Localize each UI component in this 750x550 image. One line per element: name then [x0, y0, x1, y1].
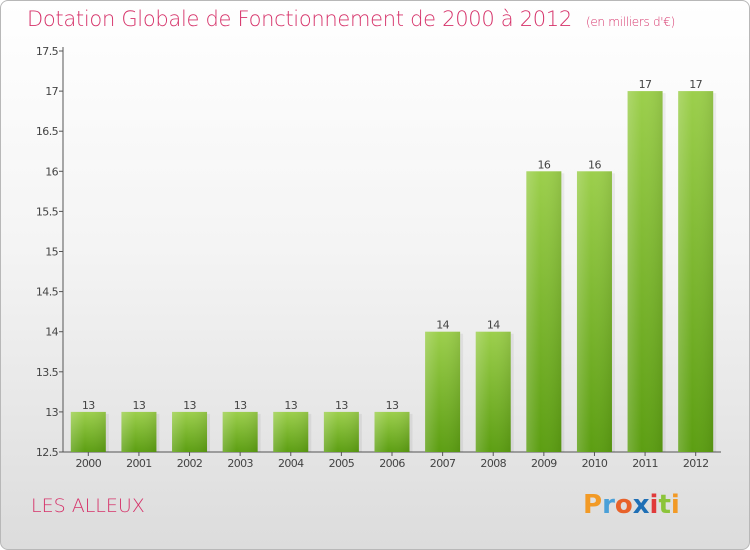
bar-value-label: 13 [82, 399, 95, 412]
chart-unit: (en milliers d'€) [585, 15, 675, 29]
bar-value-label: 17 [689, 78, 702, 91]
bar-highlight [222, 411, 258, 452]
bar-highlight [172, 411, 208, 452]
x-tick-label: 2000 [76, 457, 102, 470]
logo-letter: t [658, 490, 671, 520]
y-tick-label: 15 [45, 246, 58, 259]
bar-highlight [374, 411, 410, 452]
x-tick-label: 2006 [379, 457, 405, 470]
bar-value-label: 13 [386, 399, 399, 412]
logo-letter: r [602, 490, 615, 520]
y-tick-label: 17 [45, 85, 58, 98]
bar-highlight [425, 331, 461, 452]
y-tick-label: 13 [45, 406, 58, 419]
bar-highlight [273, 411, 309, 452]
bar-value-label: 13 [335, 399, 348, 412]
x-tick-label: 2001 [126, 457, 152, 470]
bar-value-label: 13 [183, 399, 196, 412]
bar-value-label: 13 [234, 399, 247, 412]
bar-value-label: 13 [133, 399, 146, 412]
x-tick-label: 2002 [177, 457, 203, 470]
bar-highlight [475, 331, 511, 452]
y-tick-label: 13.5 [36, 366, 59, 379]
chart-bars [70, 91, 717, 453]
x-tick-label: 2009 [531, 457, 557, 470]
bar-value-label: 17 [639, 78, 652, 91]
x-tick-label: 2012 [683, 457, 709, 470]
logo-letter: P [583, 490, 603, 520]
chart-axes: 12.5 13 13.5 14 14.5 15 15.5 16 16.5 17 17.5 [36, 45, 721, 459]
y-tick-label: 16.5 [36, 125, 59, 138]
y-tick-label: 15.5 [36, 205, 59, 218]
y-tick-label: 16 [45, 165, 58, 178]
x-tick-label: 2004 [278, 457, 304, 470]
y-tick-label: 14.5 [36, 286, 59, 299]
y-tick-label: 14 [45, 326, 58, 339]
x-tick-label: 2005 [329, 457, 355, 470]
logo-letter: x [632, 490, 650, 520]
logo-letter: o [614, 490, 633, 520]
bar-highlight [121, 411, 157, 452]
x-tick-label: 2003 [227, 457, 253, 470]
x-tick-label: 2011 [632, 457, 658, 470]
bar-highlight [627, 91, 663, 452]
x-tick-label: 2008 [480, 457, 506, 470]
bar-highlight [323, 411, 359, 452]
bar-highlight [576, 171, 612, 453]
logo-letter: i [670, 490, 680, 520]
proxiti-logo[interactable]: Proxiti [583, 490, 680, 520]
bar-highlight [678, 91, 714, 452]
bar-value-label: 14 [436, 319, 449, 332]
chart-title: Dotation Globale de Fonctionnement de 20… [27, 7, 675, 31]
x-tick-label: 2007 [430, 457, 456, 470]
bar-highlight [70, 411, 106, 452]
chart-labels: 2000 13 2001 13 2002 13 2003 13 2004 13 2005 13 2006… [76, 78, 710, 470]
bar-highlight [526, 171, 562, 453]
x-tick-label: 2010 [582, 457, 608, 470]
bar-value-label: 13 [284, 399, 297, 412]
bar-value-label: 16 [537, 158, 550, 171]
commune-name: LES ALLEUX [31, 495, 145, 517]
bar-value-label: 14 [487, 319, 500, 332]
chart-title-text: Dotation Globale de Fonctionnement de 20… [27, 7, 572, 31]
y-tick-label: 17.5 [36, 45, 59, 58]
bar-value-label: 16 [588, 158, 601, 171]
logo-letter: i [649, 490, 659, 520]
y-tick-label: 12.5 [36, 446, 59, 459]
